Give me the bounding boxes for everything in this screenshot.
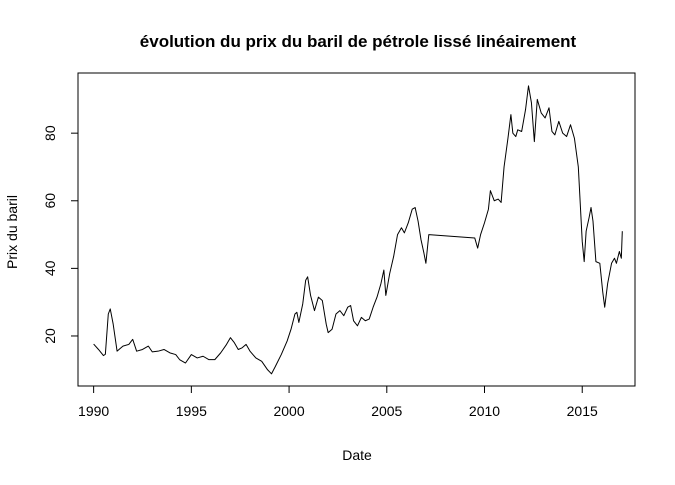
- x-tick-label: 1995: [176, 403, 207, 419]
- x-axis: 1990 1995 2000 2005 2010 2015: [78, 385, 598, 419]
- plot-frame: [77, 72, 636, 387]
- x-tick-label: 2000: [273, 403, 304, 419]
- y-axis: 20 40 60 80: [42, 125, 79, 344]
- x-axis-label: Date: [342, 447, 372, 463]
- y-tick-label: 80: [42, 125, 58, 141]
- chart-title: évolution du prix du baril de pétrole li…: [140, 32, 577, 51]
- x-tick-label: 1990: [78, 403, 109, 419]
- series-layer: [93, 85, 623, 375]
- y-axis-label: Prix du baril: [4, 195, 20, 269]
- x-tick-label: 2005: [371, 403, 402, 419]
- y-tick-label: 20: [42, 328, 58, 344]
- y-tick-label: 40: [42, 260, 58, 276]
- x-tick-label: 2015: [567, 403, 598, 419]
- series-line: [93, 85, 623, 375]
- y-tick-label: 60: [42, 193, 58, 209]
- x-tick-label: 2010: [469, 403, 500, 419]
